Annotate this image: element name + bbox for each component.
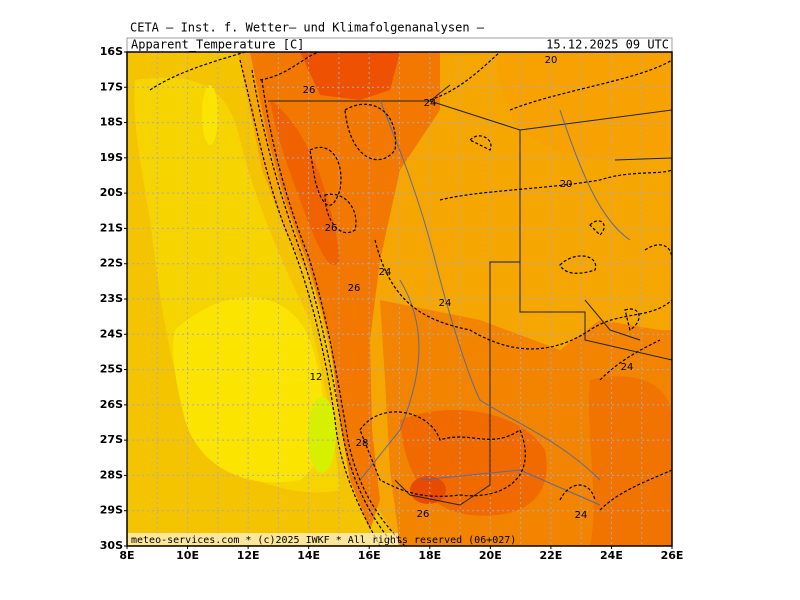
- contour-label: 24: [621, 362, 634, 373]
- footer: meteo-services.com * (c)2025 IWKF * All …: [131, 535, 516, 546]
- lat-label: 29S: [100, 504, 123, 517]
- contour-label: 26: [325, 223, 338, 234]
- lon-label: 20E: [479, 549, 502, 562]
- valid-time: 15.12.2025 09 UTC: [546, 38, 669, 52]
- header-title: CETA – Inst. f. Wetter– und Klimafolgena…: [130, 21, 485, 35]
- lat-label: 30S: [100, 539, 123, 552]
- map-field: [127, 52, 672, 546]
- lat-label: 16S: [100, 45, 123, 58]
- lat-label: 21S: [100, 221, 123, 234]
- lat-label: 22S: [100, 257, 123, 270]
- contour-label: 26: [303, 85, 316, 96]
- field-name: Apparent_Temperature [C]: [131, 38, 304, 52]
- lat-label: 23S: [100, 292, 123, 305]
- lat-label: 19S: [100, 151, 123, 164]
- lon-label: 10E: [176, 549, 199, 562]
- contour-label: 20: [545, 55, 558, 66]
- contour-label: 28: [356, 438, 369, 449]
- lat-label: 18S: [100, 116, 123, 129]
- lat-label: 27S: [100, 433, 123, 446]
- lon-label: 18E: [418, 549, 441, 562]
- lat-label: 25S: [100, 363, 123, 376]
- lat-label: 26S: [100, 398, 123, 411]
- contour-label: 24: [439, 298, 452, 309]
- footer-bg: [128, 533, 398, 545]
- lon-label: 22E: [539, 549, 562, 562]
- contour-label: 24: [424, 98, 437, 109]
- lon-label: 16E: [358, 549, 381, 562]
- contour-label: 12: [310, 372, 323, 383]
- lon-label: 12E: [237, 549, 260, 562]
- lat-label: 20S: [100, 186, 123, 199]
- lon-label: 26E: [661, 549, 684, 562]
- lat-label: 24S: [100, 327, 123, 340]
- lon-label: 24E: [600, 549, 623, 562]
- contour-label: 24: [379, 267, 392, 278]
- contour-label: 26: [417, 509, 430, 520]
- contour-label: 20: [560, 179, 573, 190]
- lat-label: 28S: [100, 468, 123, 481]
- lon-label: 14E: [297, 549, 320, 562]
- contour-label: 26: [348, 283, 361, 294]
- lon-label: 8E: [119, 549, 134, 562]
- lat-label: 17S: [100, 80, 123, 93]
- contour-label: 24: [575, 510, 588, 521]
